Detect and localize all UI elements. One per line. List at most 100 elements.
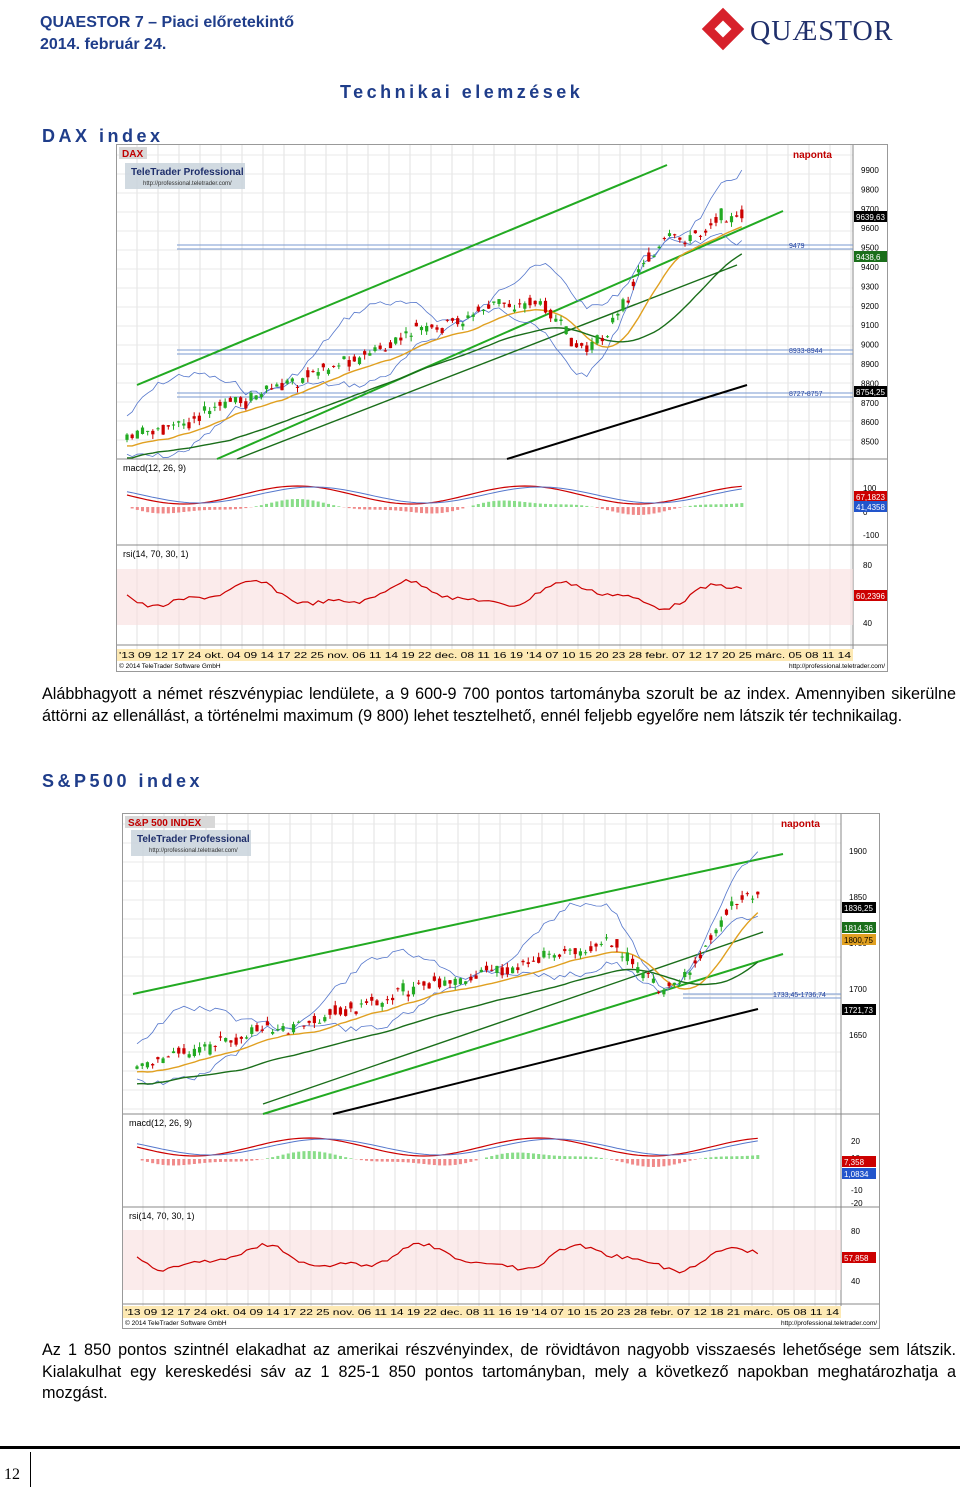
macd-histogram-bar — [615, 1159, 619, 1161]
candle-body — [574, 343, 579, 348]
candle-body — [151, 1064, 155, 1066]
macd-histogram-bar — [502, 500, 506, 507]
macd-histogram-bar — [265, 1158, 269, 1159]
macd-histogram-bar — [406, 1159, 410, 1163]
macd-histogram-bar — [383, 507, 387, 510]
candle-body — [352, 356, 356, 362]
macd-histogram-bar — [323, 1152, 327, 1159]
candle-body — [528, 297, 532, 306]
macd-histogram-bar — [255, 1159, 259, 1161]
macd-histogram-bar — [569, 504, 573, 507]
macd-histogram-bar — [270, 502, 274, 507]
candle-body — [171, 1051, 176, 1054]
macd-histogram-bar — [714, 1156, 718, 1159]
candle-body — [316, 372, 320, 376]
chart-period: naponta — [793, 150, 832, 161]
macd-histogram-bar — [234, 507, 237, 510]
candle-body — [693, 960, 697, 964]
macd-histogram-bar — [471, 505, 475, 507]
price-tick-label: 1650 — [849, 1031, 867, 1040]
candle-body — [698, 235, 703, 237]
macd-histogram-bar — [578, 1156, 582, 1159]
candle-body — [255, 1025, 259, 1032]
macd-tick-label: -10 — [851, 1186, 863, 1195]
macd-histogram-bar — [344, 1157, 348, 1159]
candle-body — [312, 1015, 316, 1024]
candle-body — [683, 971, 687, 978]
candle-body — [552, 955, 556, 958]
provider-badge-bg — [125, 163, 245, 189]
macd-histogram-bar — [547, 1155, 551, 1159]
candle-body — [719, 208, 723, 221]
macd-tag-label: 7,358 — [844, 1158, 865, 1167]
rsi-tag-bg — [854, 590, 887, 601]
macd-histogram-bar — [378, 507, 382, 510]
candle-body — [254, 395, 258, 400]
trend-line — [216, 210, 784, 460]
candle-body — [526, 962, 530, 965]
macd-histogram-bar — [646, 1159, 650, 1167]
candle-body — [497, 299, 501, 304]
macd-histogram-bar — [751, 1155, 755, 1159]
candle-body — [259, 394, 263, 397]
candle-body — [667, 982, 671, 987]
candle-body — [228, 397, 232, 402]
candle-body — [326, 369, 331, 374]
candle-body — [456, 318, 460, 325]
macd-histogram-bar — [359, 1159, 363, 1161]
macd-histogram-bar — [399, 507, 403, 511]
candle-body — [208, 1044, 212, 1055]
macd-histogram-bar — [281, 1154, 285, 1159]
candle-body — [521, 960, 525, 963]
macd-tag-bg — [854, 491, 887, 502]
candle-body — [338, 1007, 343, 1015]
macd-histogram-bar — [621, 507, 625, 514]
candle-body — [507, 303, 511, 308]
candle-body — [187, 1054, 191, 1058]
macd-histogram-bar — [368, 507, 372, 510]
macd-histogram-bar — [637, 507, 640, 515]
provider-name: TeleTrader Professional — [137, 834, 250, 845]
macd-histogram-bar — [672, 1159, 676, 1165]
candle-body — [657, 991, 661, 993]
candle-body — [646, 972, 650, 975]
macd-histogram-bar — [507, 500, 511, 507]
candle-body — [537, 957, 541, 963]
macd-histogram-bar — [458, 1159, 462, 1165]
macd-histogram-bar — [365, 1159, 369, 1161]
candle-body — [373, 347, 377, 351]
trend-line — [262, 931, 764, 1105]
macd-histogram-bar — [208, 507, 212, 510]
candle-body — [414, 322, 418, 327]
macd-histogram-bar — [404, 507, 408, 512]
candle-body — [667, 233, 672, 237]
candle-body — [662, 238, 666, 240]
ma-200 — [506, 384, 748, 460]
sp500-heading: S&P500 index — [42, 771, 204, 791]
macd-histogram-bar — [558, 1155, 562, 1159]
price-tick-label: 8500 — [861, 438, 879, 447]
candle-body — [714, 217, 718, 223]
macd-histogram-bar — [276, 1155, 280, 1159]
candle-body — [295, 386, 300, 388]
candle-body — [445, 319, 449, 321]
macd-histogram-bar — [724, 504, 728, 507]
date-axis-labels: '13 09 12 17 24 okt. 04 09 14 17 22 25 n… — [119, 650, 851, 660]
candle-body — [709, 223, 713, 226]
candle-body — [476, 306, 480, 312]
rsi-label: rsi(14, 70, 30, 1) — [129, 1211, 195, 1221]
macd-histogram-bar — [511, 1152, 515, 1159]
candle-body — [145, 1062, 150, 1068]
macd-histogram-bar — [440, 507, 444, 513]
report-title: QUAESTOR 7 – Piaci előretekintő — [40, 14, 295, 31]
candle-body — [363, 351, 367, 355]
provider-badge-bg — [131, 830, 251, 856]
candle-body — [337, 365, 341, 367]
rsi-tick-label: 80 — [863, 561, 872, 570]
candle-body — [652, 256, 656, 258]
candle-body — [140, 1063, 144, 1066]
dax-chart: DAX naponta TeleTrader Professional http://… — [116, 144, 888, 672]
trend-line — [262, 953, 784, 1115]
macd-label: macd(12, 26, 9) — [123, 463, 186, 473]
macd-histogram-bar — [523, 502, 527, 507]
